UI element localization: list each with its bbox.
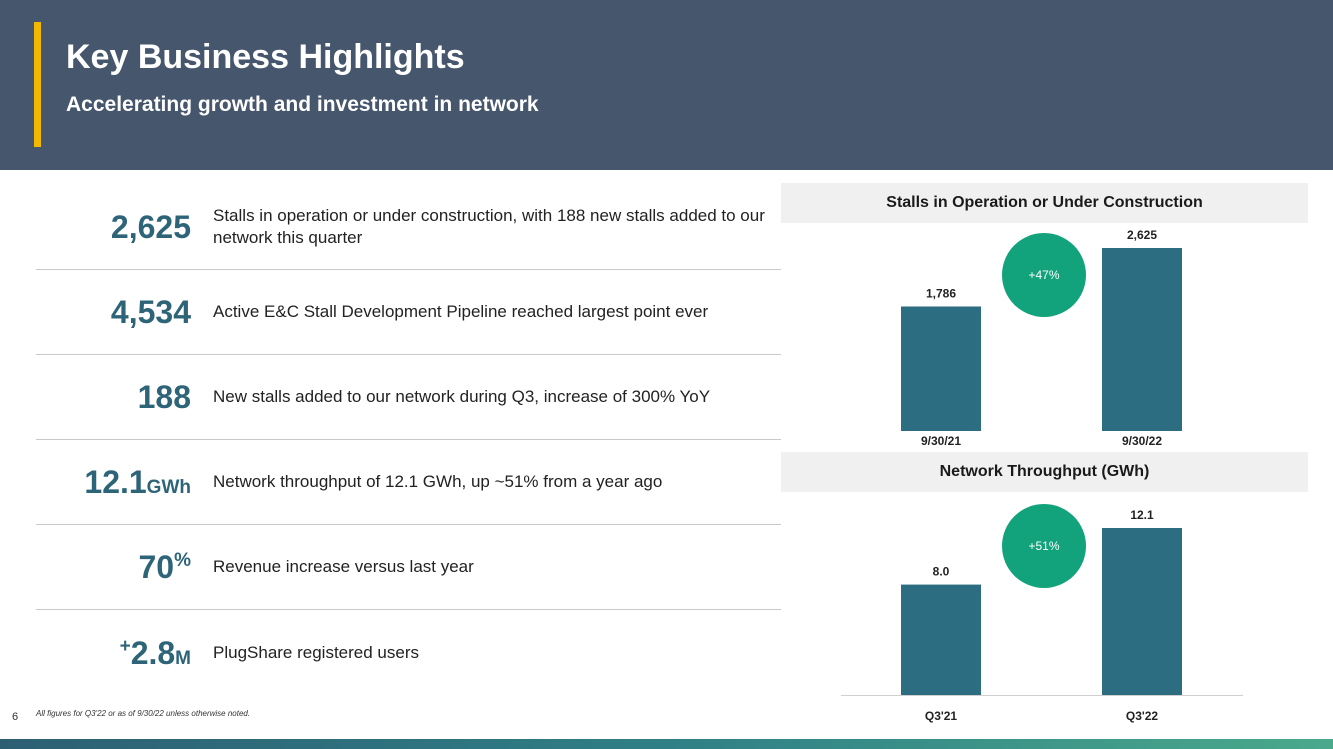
accent-bar [34,22,41,147]
page-number: 6 [12,711,19,723]
kpi-prefix: + [119,635,131,657]
data-label-1: 12.1 [1130,508,1154,522]
bar-1 [1102,248,1182,431]
bar-1 [1102,528,1182,695]
kpi-description: PlugShare registered users [213,642,420,662]
kpi-description: New stalls added to our network during Q… [213,387,711,406]
kpi-description: Network throughput of 12.1 GWh, up ~51% … [213,472,663,491]
footnote: All figures for Q3'22 or as of 9/30/22 u… [36,709,251,718]
chart-stalls-svg: 1,786 9/30/21 2,625 9/30/22 +47% [901,228,1182,448]
kpi-description: Revenue increase versus last year [213,557,474,576]
chart-throughput-svg: 8.0 Q3'21 12.1 Q3'22 +51% [841,504,1243,723]
data-label-0: 8.0 [933,565,950,579]
kpi-value: 2,625 [110,209,191,245]
bottom-gradient-bar [0,739,1333,749]
category-label-1: Q3'22 [1126,709,1159,723]
growth-badge-label: +47% [1028,268,1059,282]
kpi-value: 70% [138,549,192,585]
growth-badge [1002,504,1086,588]
kpi-row-plugshare: +2.8M PlugShare registered users [36,610,781,695]
kpi-value: 12.1GWh [84,464,191,500]
data-label-1: 2,625 [1127,228,1157,242]
kpi-row-new-stalls: 188 New stalls added to our network duri… [36,355,781,440]
chart-title: Network Throughput (GWh) [781,452,1308,492]
kpi-value: 188 [137,379,191,415]
kpi-value: 4,534 [110,294,191,330]
kpi-row-stalls: 2,625 Stalls in operation or under const… [36,185,781,270]
page-subtitle: Accelerating growth and investment in ne… [66,93,539,116]
kpi-unit: M [175,647,191,669]
category-label-1: 9/30/22 [1122,434,1162,448]
kpi-row-revenue: 70% Revenue increase versus last year [36,525,781,610]
kpi-unit: % [174,550,191,571]
chart-throughput: Network Throughput (GWh) 8.0 Q3'21 12.1 Q3'… [781,452,1308,732]
chart-stalls: Stalls in Operation or Under Constructio… [781,183,1308,453]
category-label-0: 9/30/21 [921,434,961,448]
kpi-value: +2.8M [119,634,191,671]
bar-0 [901,306,981,431]
kpi-row-pipeline: 4,534 Active E&C Stall Development Pipel… [36,270,781,355]
growth-badge [1002,233,1086,317]
chart-title: Stalls in Operation or Under Constructio… [781,183,1308,223]
kpi-description: Stalls in operation or under constructio… [213,206,765,247]
kpi-description: Active E&C Stall Development Pipeline re… [213,302,709,321]
bar-0 [901,584,981,695]
kpi-row-throughput: 12.1GWh Network throughput of 12.1 GWh, … [36,440,781,525]
kpi-unit: GWh [146,477,191,498]
header-banner: Key Business Highlights Accelerating gro… [0,0,1333,170]
category-label-0: Q3'21 [925,709,958,723]
data-label-0: 1,786 [926,286,956,300]
page-title: Key Business Highlights [66,38,465,76]
growth-badge-label: +51% [1028,539,1059,553]
